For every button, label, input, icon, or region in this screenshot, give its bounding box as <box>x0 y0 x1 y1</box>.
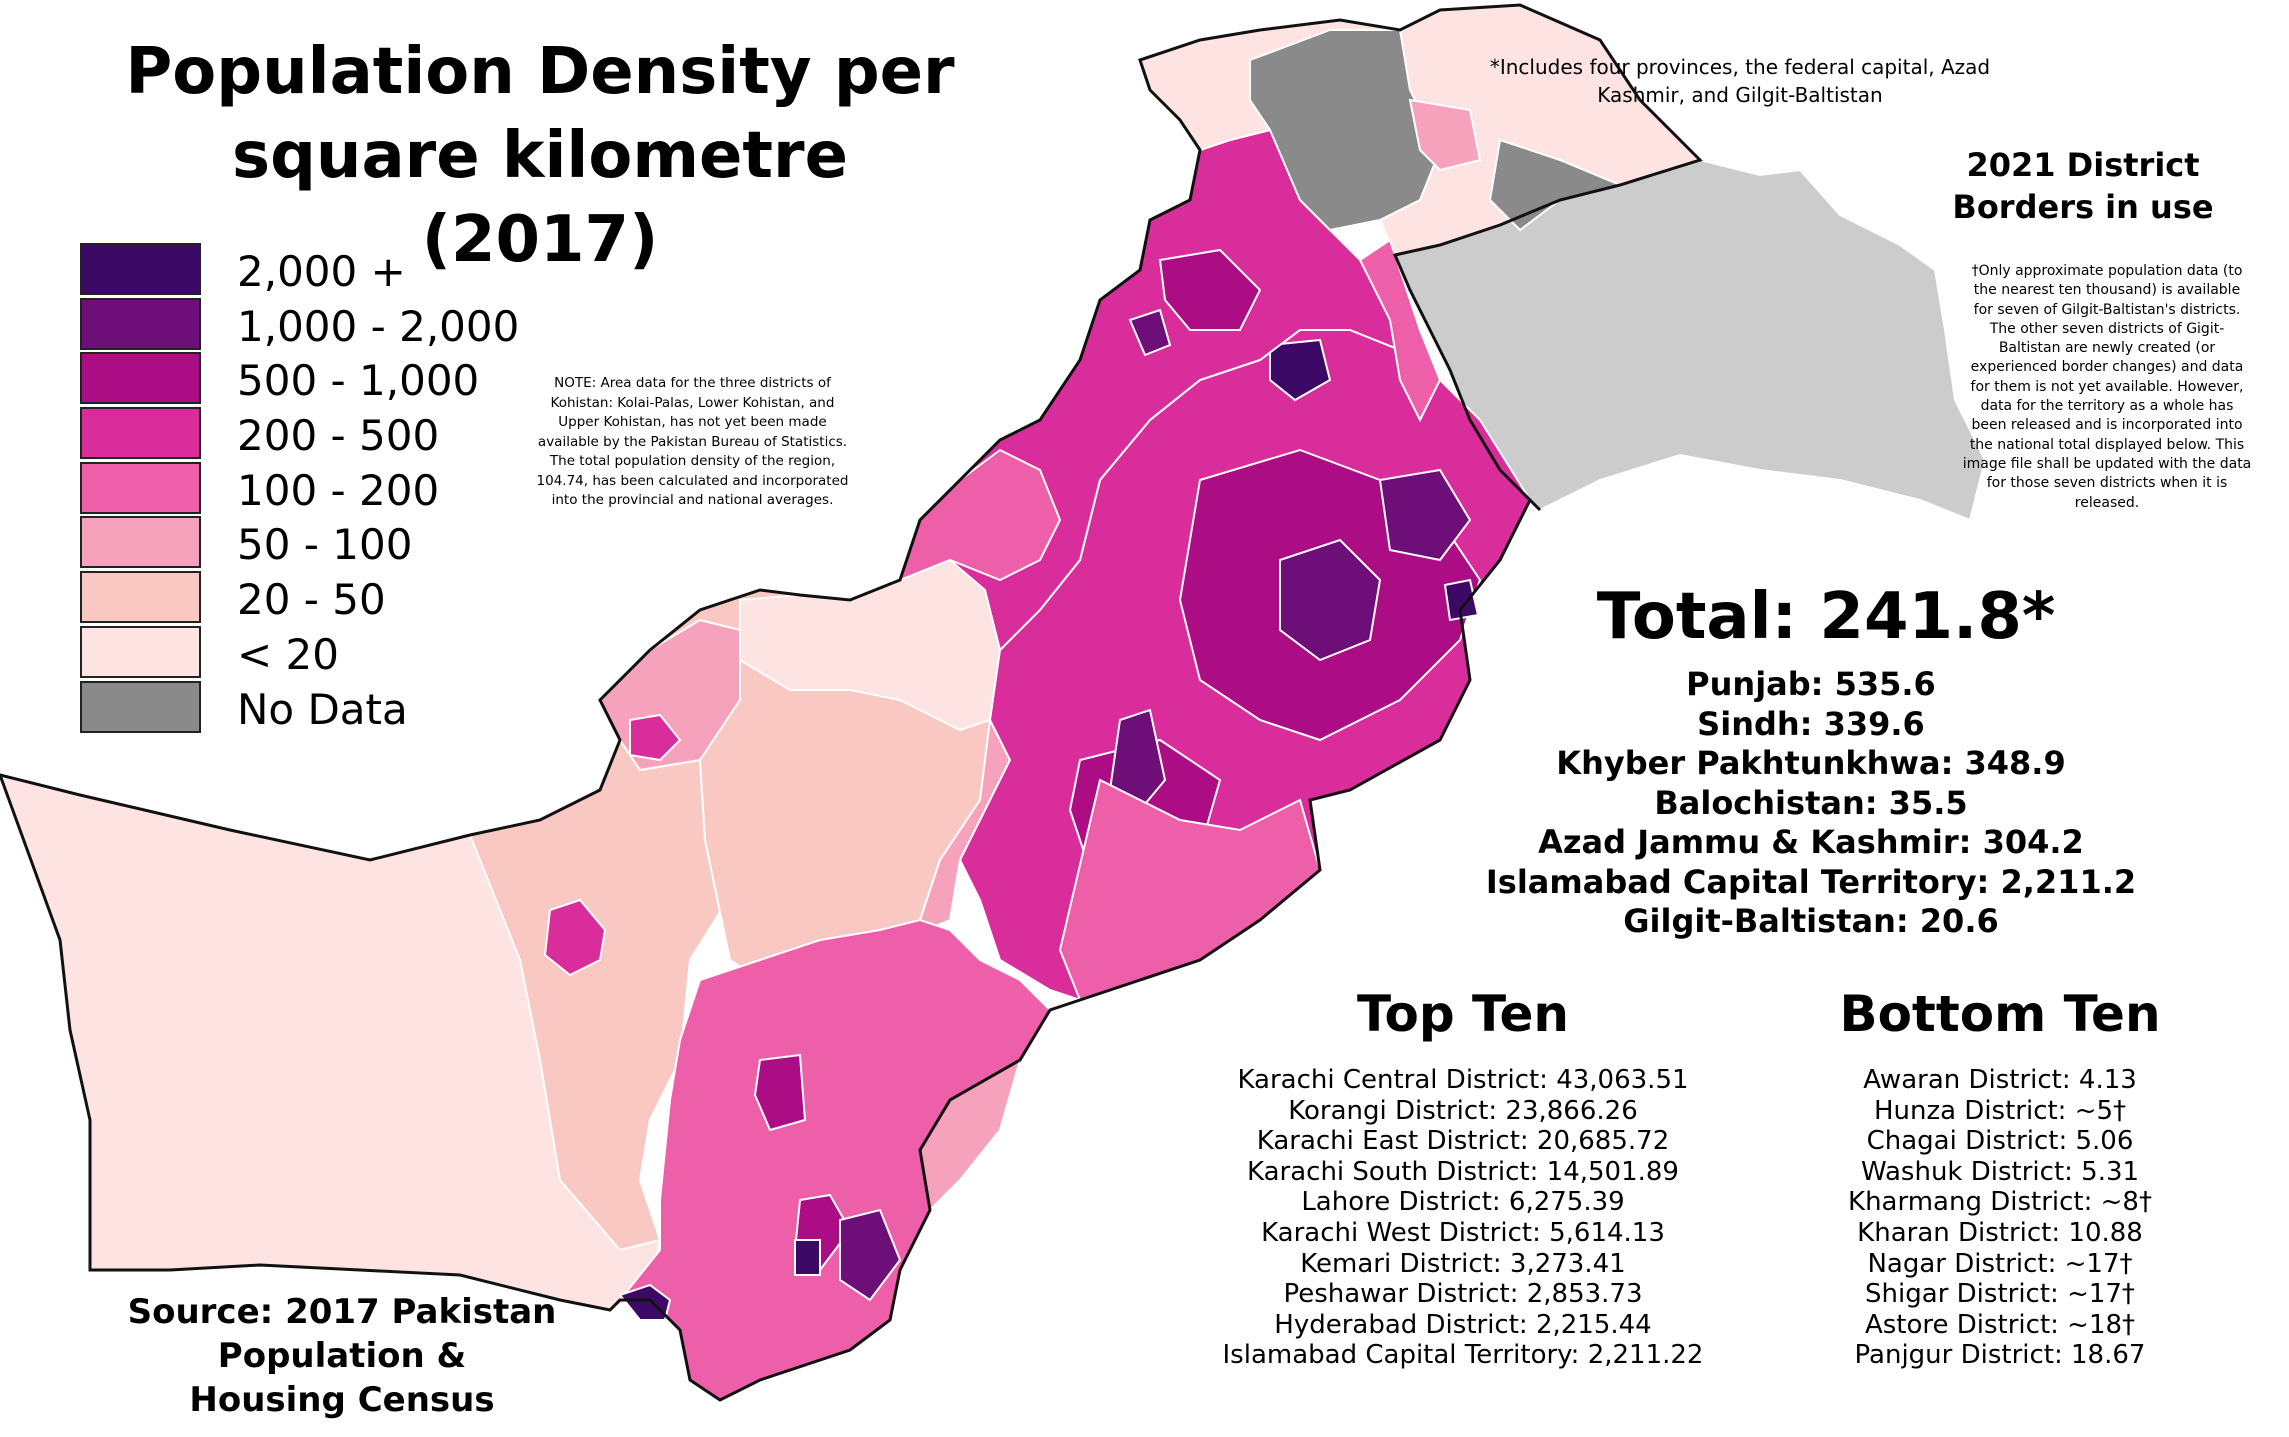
legend-label: No Data <box>237 684 408 734</box>
region-lahore <box>1443 578 1480 622</box>
ranked-district: Islamabad Capital Territory: 2,211.22 <box>1222 1340 1704 1371</box>
region-islamabad <box>1269 338 1332 402</box>
province-density: Balochistan: 35.5 <box>1654 783 1968 822</box>
map-title: Population Density per square kilometre … <box>115 30 965 282</box>
legend-swatch <box>80 625 201 678</box>
ranked-district: Peshawar District: 2,853.73 <box>1283 1279 1643 1310</box>
region-sindh-dark1 <box>753 1053 807 1132</box>
ranked-district: Washuk District: 5.31 <box>1860 1156 2140 1187</box>
ranked-district: Karachi Central District: 43,063.51 <box>1237 1065 1689 1095</box>
province-density: Khyber Pakhtunkhwa: 348.9 <box>1556 744 2066 782</box>
ranked-district: Kharmang District: ~8† <box>1848 1187 2152 1218</box>
region-kpk-dark <box>1158 248 1262 331</box>
top-ten-list: Karachi Central District: 43,063.51 Koran… <box>1223 1065 1704 1371</box>
ranked-district: Panjgur District: 18.67 <box>1854 1340 2146 1371</box>
source-line-3: Housing Census <box>189 1380 495 1420</box>
dagger-note: †Only approximate population data (to th… <box>1962 263 2252 511</box>
legend-swatch <box>80 680 201 733</box>
legend-label: 50 - 100 <box>237 520 413 570</box>
legend-label: < 20 <box>237 629 339 679</box>
legend-swatch <box>80 407 201 460</box>
legend-label: 200 - 500 <box>237 411 440 461</box>
ranked-district: Kharan District: 10.88 <box>1857 1217 2143 1248</box>
region-sindh-dark3 <box>839 1208 902 1302</box>
province-list: Punjab: 535.6 Sindh: 339.6 Khyber Pakhtunk… <box>1486 665 2136 942</box>
province-density: Gilgit-Baltistan: 20.6 <box>1623 902 1999 940</box>
includes-note: *Includes four provinces, the federal ca… <box>1489 55 1991 107</box>
legend-swatch <box>80 461 201 514</box>
province-density: Punjab: 535.6 <box>1686 665 1936 703</box>
legend-label: 2,000 + <box>237 247 406 296</box>
legend-swatch <box>80 571 201 624</box>
province-density: Sindh: 339.6 <box>1697 704 1925 743</box>
ranked-district: Karachi East District: 20,685.72 <box>1256 1126 1670 1157</box>
legend-label: 500 - 1,000 <box>237 356 480 406</box>
ranked-district: Lahore District: 6,275.39 <box>1301 1187 1625 1218</box>
legend-label: 20 - 50 <box>237 575 386 625</box>
region-karachi <box>618 1283 672 1321</box>
bottom-ten-list: Awaran District: 4.13 Hunza District: ~5†… <box>1848 1065 2152 1371</box>
legend-swatch <box>80 297 201 350</box>
source-note: Source: 2017 Pakistan Population & Housi… <box>128 1290 557 1422</box>
region-gilgit-baltistan-nodata <box>1249 29 1442 232</box>
country-outline <box>0 3 1703 1402</box>
ranked-district: Hyderabad District: 2,215.44 <box>1274 1309 1652 1340</box>
map-title-line-2: square kilometre (2017) <box>232 119 848 277</box>
province-density: Islamabad Capital Territory: 2,211.2 <box>1485 862 2137 901</box>
bottom-ten-heading: Bottom Ten <box>1839 985 2161 1043</box>
province-density: Azad Jammu & Kashmir: 304.2 <box>1538 823 2084 861</box>
legend-swatch <box>80 243 201 295</box>
kohistan-note: NOTE: Area data for the three districts … <box>536 375 849 508</box>
region-punjab-purple1 <box>1279 538 1382 662</box>
ranked-district: Nagar District: ~17† <box>1867 1248 2133 1279</box>
region-azad-kashmir <box>1358 238 1442 423</box>
top-ten-heading: Top Ten <box>1357 985 1569 1043</box>
legend-swatch <box>80 516 201 569</box>
region-balochistan-small <box>543 898 607 977</box>
region-punjab-purple3 <box>1108 708 1167 812</box>
borders-note-line-2: Borders in use <box>1952 188 2214 226</box>
ranked-district: Hunza District: ~5† <box>1873 1095 2127 1126</box>
borders-note-line-1: 2021 District <box>1966 146 2200 184</box>
legend-swatch <box>80 352 201 405</box>
legend-label: 1,000 - 2,000 <box>237 301 520 351</box>
source-line-1: Source: 2017 Pakistan <box>127 1292 557 1332</box>
region-gilgit-baltistan-pink <box>1408 98 1482 172</box>
ranked-district: Kemari District: 3,273.41 <box>1300 1248 1626 1279</box>
borders-note: 2021 District Borders in use <box>1952 144 2213 228</box>
source-line-2: Population & <box>217 1336 467 1376</box>
ranked-district: Awaran District: 4.13 <box>1863 1065 2137 1095</box>
region-punjab-purple2 <box>1378 468 1472 562</box>
region-sindh-hyderabad <box>794 1239 821 1276</box>
region-balochistan-small2 <box>629 713 682 762</box>
ranked-district: Karachi West District: 5,614.13 <box>1261 1217 1665 1248</box>
national-total: Total: 241.8* <box>1596 580 2056 654</box>
ranked-district: Astore District: ~18† <box>1864 1309 2136 1340</box>
ranked-district: Shigar District: ~17† <box>1865 1279 2135 1310</box>
region-peshawar <box>1128 308 1172 357</box>
ranked-district: Karachi South District: 14,501.89 <box>1247 1156 1679 1187</box>
map-title-line-1: Population Density per <box>125 35 955 109</box>
ranked-district: Korangi District: 23,866.26 <box>1288 1095 1638 1126</box>
ranked-district: Chagai District: 5.06 <box>1866 1126 2134 1157</box>
legend-label: 100 - 200 <box>237 465 440 515</box>
